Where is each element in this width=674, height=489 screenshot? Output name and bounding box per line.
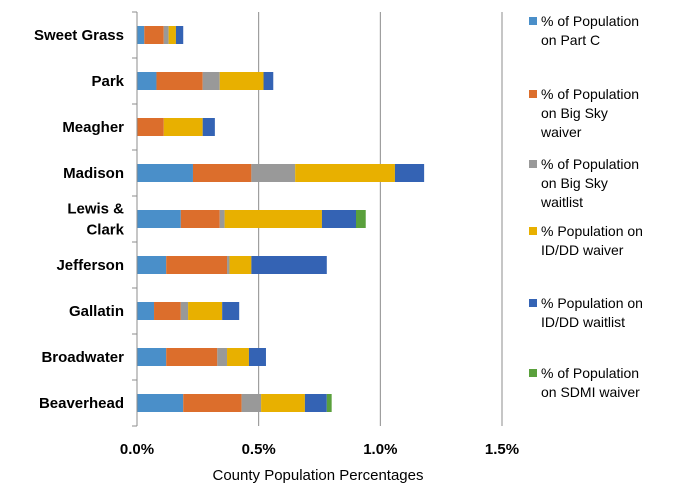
bar-segment [163, 118, 203, 136]
bar-segment [137, 26, 145, 44]
bar-segment [304, 394, 327, 412]
bar-segment [137, 72, 157, 90]
legend-item: % of Population on Big Sky waiver [529, 85, 669, 142]
legend-label-line: on SDMI waiver [541, 384, 640, 400]
bar-segment [137, 302, 155, 320]
bar-segment [295, 164, 395, 182]
legend-label: % Population on ID/DD waiver [541, 222, 669, 260]
x-tick-label: 1.0% [363, 441, 397, 458]
bar-segment [180, 302, 189, 320]
legend-swatch [529, 299, 537, 307]
legend-label: % of Population on Big Sky waitlist [541, 155, 669, 212]
bar-segment [251, 256, 327, 274]
bar-segment [227, 348, 249, 366]
legend-label-line: ID/DD waitlist [541, 314, 626, 330]
bar-segment [137, 348, 167, 366]
legend-swatch [529, 227, 537, 235]
legend-swatch [529, 369, 537, 377]
legend-swatch [529, 17, 537, 25]
bar-segment [188, 302, 223, 320]
legend-item: % Population on ID/DD waiver [529, 222, 669, 260]
category-label: Meagher [62, 119, 124, 136]
x-axis-title: County Population Percentages [213, 467, 424, 484]
bar-segment [137, 256, 167, 274]
legend-label-line: waitlist [541, 194, 584, 210]
axes: 0.0% 0.5% 1.0% 1.5% [120, 11, 519, 458]
bar-segment [137, 210, 181, 228]
bar-segment [137, 394, 184, 412]
legend-item: % of Population on SDMI waiver [529, 364, 669, 402]
legend-swatch [529, 90, 537, 98]
bar-segment [356, 210, 366, 228]
legend-item: % of Population on Big Sky waitlist [529, 155, 669, 212]
bar-group [137, 26, 425, 412]
legend-label: % of Population on Part C [541, 12, 669, 50]
legend-item: % of Population on Part C [529, 12, 669, 50]
bar-segment [217, 348, 228, 366]
x-tick-label: 0.5% [242, 441, 276, 458]
bar-segment [222, 302, 240, 320]
bar-segment [263, 72, 274, 90]
bar-segment [180, 210, 220, 228]
bar-segment [168, 26, 176, 44]
bar-segment [144, 26, 164, 44]
bar-segment [229, 256, 252, 274]
x-tick-label: 1.5% [485, 441, 519, 458]
legend-label-line: ID/DD waiver [541, 242, 624, 258]
bar-segment [183, 394, 242, 412]
bar-segment [321, 210, 356, 228]
legend-label-line: waiver [541, 124, 582, 140]
bar-segment [326, 394, 332, 412]
bar-segment [156, 72, 203, 90]
bar-segment [202, 72, 220, 90]
legend-label-line: on Big Sky [541, 175, 608, 191]
bar-segment [251, 164, 296, 182]
legend-label-line: % of Population [541, 13, 640, 29]
bar-segment [166, 348, 218, 366]
bar-segment [248, 348, 266, 366]
bar-segment [224, 210, 322, 228]
legend-item: % Population on ID/DD waitlist [529, 294, 669, 332]
legend-label-line: % Population on [541, 295, 643, 311]
legend-label-line: % of Population [541, 156, 640, 172]
category-label: Jefferson [56, 257, 124, 274]
bar-segment [137, 164, 193, 182]
category-label: Park [91, 73, 124, 90]
legend-swatch [529, 160, 537, 168]
category-label: Broadwater [41, 349, 124, 366]
bar-segment [219, 72, 264, 90]
legend-label: % Population on ID/DD waitlist [541, 294, 669, 332]
bar-segment [261, 394, 305, 412]
x-tick-label: 0.0% [120, 441, 154, 458]
category-label: Sweet Grass [34, 27, 124, 44]
bar-segment [202, 118, 215, 136]
bar-segment [175, 26, 184, 44]
legend-label: % of Population on Big Sky waiver [541, 85, 669, 142]
legend-label-line: % of Population [541, 365, 640, 381]
bar-segment [227, 256, 230, 274]
legend-label-line: on Big Sky [541, 105, 608, 121]
bar-segment [137, 118, 164, 136]
legend-label: % of Population on SDMI waiver [541, 364, 669, 402]
category-label: Clark [86, 222, 124, 239]
bar-segment [192, 164, 252, 182]
category-label: Lewis & [67, 201, 124, 218]
bar-segment [166, 256, 228, 274]
bar-segment [394, 164, 425, 182]
category-labels: Sweet Grass Park Meagher Madison Lewis & Clar… [34, 27, 125, 412]
legend-label-line: % of Population [541, 86, 640, 102]
bar-segment [154, 302, 181, 320]
category-label: Madison [63, 165, 124, 182]
category-label: Gallatin [69, 303, 124, 320]
bar-segment [219, 210, 225, 228]
legend-label-line: % Population on [541, 223, 643, 239]
bar-segment [241, 394, 262, 412]
legend-label-line: on Part C [541, 32, 601, 48]
category-label: Beaverhead [39, 395, 124, 412]
bar-segment [163, 26, 169, 44]
